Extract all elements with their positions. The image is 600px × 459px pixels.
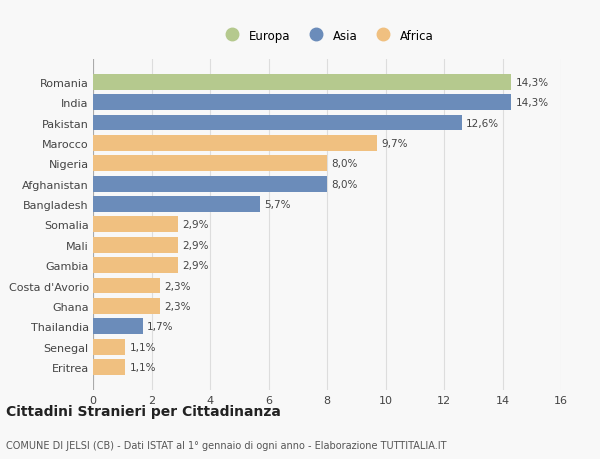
Text: 2,9%: 2,9% [182,240,209,250]
Bar [93,95,511,111]
Text: 1,1%: 1,1% [130,362,156,372]
Text: 5,7%: 5,7% [264,200,290,210]
Bar [93,339,125,355]
Bar [93,237,178,253]
Bar [93,278,160,294]
Bar [93,257,178,274]
Text: 1,1%: 1,1% [130,342,156,352]
Bar [93,359,125,375]
Text: 2,3%: 2,3% [164,281,191,291]
Bar [93,136,377,151]
Bar [93,298,160,314]
Bar [93,196,260,213]
Text: 2,9%: 2,9% [182,220,209,230]
Text: Cittadini Stranieri per Cittadinanza: Cittadini Stranieri per Cittadinanza [6,404,281,418]
Text: COMUNE DI JELSI (CB) - Dati ISTAT al 1° gennaio di ogni anno - Elaborazione TUTT: COMUNE DI JELSI (CB) - Dati ISTAT al 1° … [6,440,446,450]
Text: 2,9%: 2,9% [182,261,209,270]
Text: 9,7%: 9,7% [381,139,407,149]
Legend: Europa, Asia, Africa: Europa, Asia, Africa [215,25,439,47]
Text: 2,3%: 2,3% [164,301,191,311]
Text: 8,0%: 8,0% [331,179,358,189]
Text: 1,7%: 1,7% [147,322,173,331]
Text: 8,0%: 8,0% [331,159,358,169]
Bar [93,156,327,172]
Text: 14,3%: 14,3% [515,98,549,108]
Text: 12,6%: 12,6% [466,118,499,128]
Bar [93,75,511,90]
Bar [93,217,178,233]
Bar [93,319,143,335]
Text: 14,3%: 14,3% [515,78,549,88]
Bar [93,176,327,192]
Bar [93,115,461,131]
